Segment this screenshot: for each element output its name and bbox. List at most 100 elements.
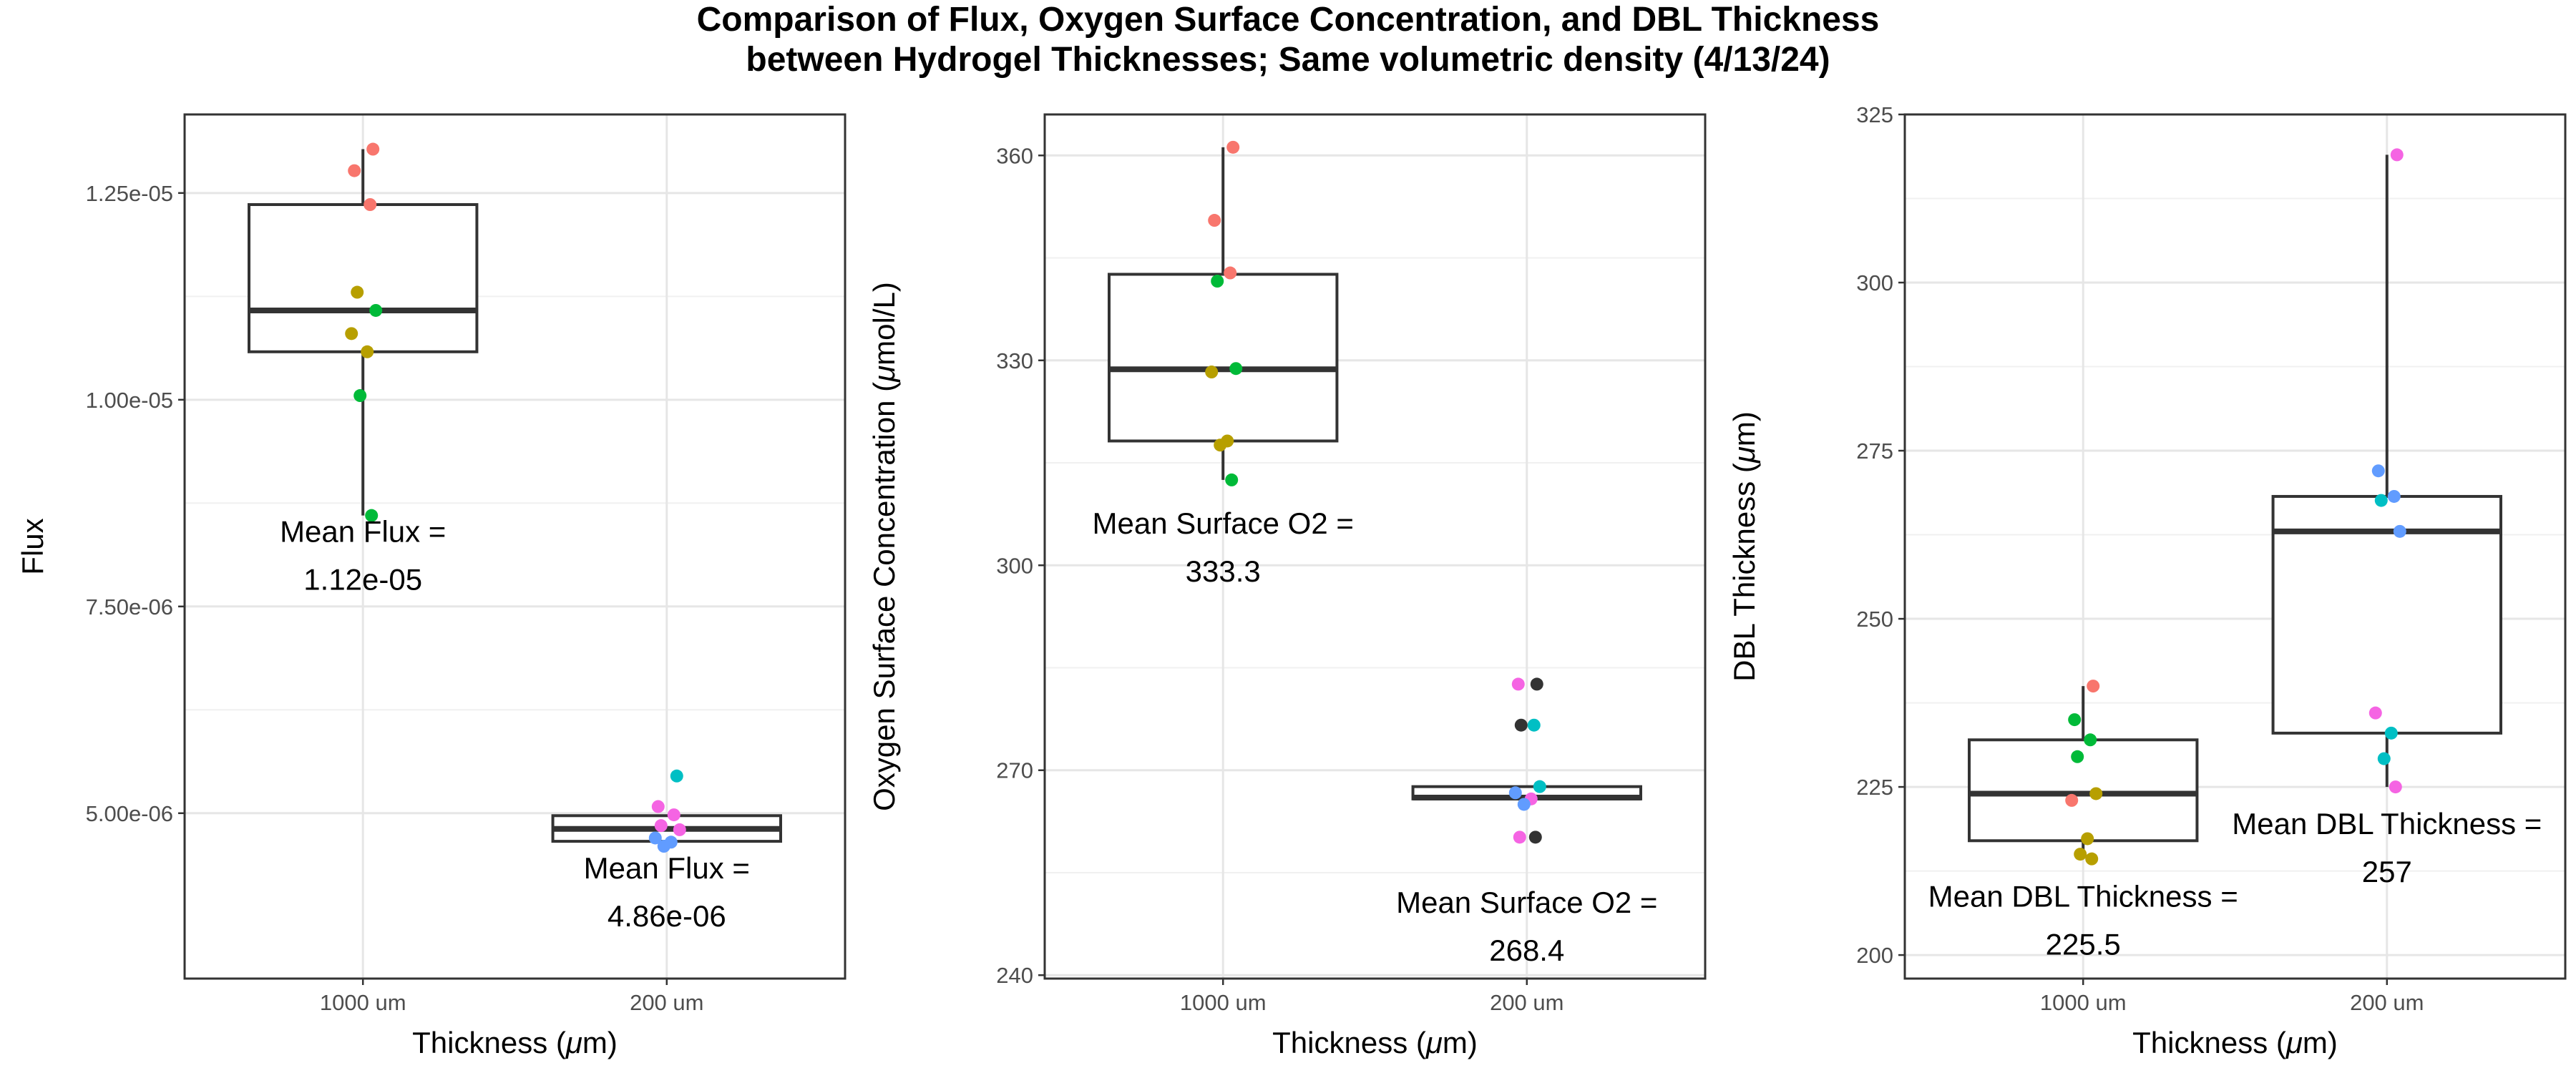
- data-point: [2387, 489, 2401, 503]
- y-tick-label: 1.00e-05: [86, 388, 173, 413]
- mean-annotation-value: 268.4: [1489, 934, 1564, 967]
- mean-annotation-value: 1.12e-05: [303, 563, 422, 597]
- y-tick-label: 7.50e-06: [86, 594, 173, 619]
- chart-title-line-2: between Hydrogel Thicknesses; Same volum…: [746, 41, 1830, 79]
- data-point: [351, 285, 364, 299]
- data-point: [2371, 464, 2385, 478]
- box-1000-um: [1107, 147, 1339, 480]
- chart-title-line-1: Comparison of Flux, Oxygen Surface Conce…: [696, 1, 1880, 39]
- y-axis-title: Oxygen Surface Concentration (μmol/L): [867, 282, 901, 811]
- data-point: [1214, 438, 1227, 452]
- data-point: [2068, 713, 2082, 727]
- y-tick-label: 360: [996, 143, 1033, 168]
- data-point: [1226, 140, 1240, 154]
- mean-annotation-label: Mean Flux =: [584, 851, 750, 885]
- mean-annotation-label: Mean DBL Thickness =: [2232, 807, 2542, 841]
- data-point: [1508, 786, 1522, 800]
- data-point: [1225, 473, 1239, 486]
- data-point: [651, 800, 665, 813]
- mean-annotation-label: Mean Surface O2 =: [1093, 506, 1354, 540]
- box-200-um: [2271, 155, 2503, 788]
- x-tick-label: 1000 um: [320, 990, 406, 1015]
- y-tick-label: 330: [996, 348, 1033, 373]
- y-tick-label: 200: [1856, 943, 1893, 968]
- data-point: [657, 840, 670, 853]
- y-tick-label: 270: [996, 758, 1033, 783]
- data-point: [2377, 752, 2391, 765]
- data-point: [1533, 780, 1546, 793]
- box-1000-um: [247, 149, 479, 516]
- panel-border: [183, 113, 847, 980]
- data-point: [654, 819, 668, 833]
- data-point: [2085, 852, 2099, 866]
- data-point: [1224, 266, 1237, 280]
- data-point: [2374, 494, 2388, 507]
- data-point: [1208, 214, 1221, 227]
- data-point: [1511, 677, 1525, 691]
- data-point: [1514, 718, 1528, 732]
- data-point: [364, 198, 377, 212]
- data-point: [348, 164, 361, 177]
- data-point: [2393, 524, 2406, 538]
- data-point: [1527, 718, 1541, 732]
- data-point: [1517, 798, 1531, 811]
- data-point: [2368, 706, 2382, 720]
- data-point: [345, 327, 358, 340]
- mean-annotation-value: 257: [2362, 855, 2412, 888]
- y-tick-label: 240: [996, 963, 1033, 988]
- data-point: [365, 509, 379, 522]
- data-point: [2074, 848, 2087, 861]
- x-tick-label: 200 um: [1490, 990, 1563, 1015]
- data-point: [2089, 787, 2103, 800]
- mean-annotation-label: Mean Surface O2 =: [1396, 886, 1657, 919]
- x-axis-title: Thickness (μm): [1272, 1026, 1478, 1059]
- y-axis-title: Flux: [16, 518, 49, 574]
- data-point: [1229, 362, 1243, 376]
- y-tick-label: 300: [996, 553, 1033, 578]
- data-point: [2087, 680, 2100, 693]
- data-point: [353, 389, 367, 403]
- mean-annotation-value: 4.86e-06: [608, 899, 726, 933]
- data-point: [670, 769, 683, 783]
- data-point: [369, 303, 383, 317]
- data-point: [1205, 366, 1219, 379]
- panel-border: [1043, 113, 1707, 980]
- x-axis-title: Thickness (μm): [412, 1026, 618, 1059]
- y-tick-label: 5.00e-06: [86, 801, 173, 826]
- plot-background: [1045, 114, 1705, 979]
- panel-1: 5.00e-06 7.50e-06 1.00e-05 1.25e-05 1000 um 2…: [16, 113, 847, 1059]
- data-point: [2389, 780, 2402, 794]
- x-tick-label: 1000 um: [2040, 990, 2127, 1015]
- data-point: [2065, 793, 2079, 807]
- mean-annotation-label: Mean Flux =: [280, 515, 446, 549]
- y-tick-label: 325: [1856, 102, 1893, 127]
- data-point: [2084, 733, 2097, 747]
- box-body: [1107, 273, 1339, 443]
- data-point: [1528, 831, 1542, 844]
- panel-2: 240 270 300 330 360 1000 um 200 um Mean Surface…: [867, 113, 1707, 1059]
- y-tick-label: 225: [1856, 775, 1893, 800]
- mean-annotation-value: 333.3: [1186, 554, 1261, 588]
- x-axis-title: Thickness (μm): [2132, 1026, 2338, 1059]
- data-point: [2384, 726, 2398, 740]
- data-point: [1530, 677, 1543, 691]
- data-point: [361, 345, 374, 358]
- data-point: [2390, 148, 2404, 162]
- x-tick-label: 1000 um: [1180, 990, 1267, 1015]
- y-tick-label: 300: [1856, 270, 1893, 295]
- y-tick-label: 250: [1856, 607, 1893, 632]
- x-tick-label: 200 um: [630, 990, 703, 1015]
- chart-title: Comparison of Flux, Oxygen Surface Conce…: [0, 0, 2576, 80]
- data-point: [648, 831, 662, 845]
- data-point: [673, 823, 686, 836]
- mean-annotation-label: Mean DBL Thickness =: [1928, 879, 2238, 913]
- data-point: [366, 142, 380, 156]
- mean-annotation-value: 225.5: [2046, 927, 2121, 961]
- data-point: [1211, 275, 1224, 288]
- data-point: [1513, 831, 1526, 844]
- box-body: [2271, 494, 2503, 735]
- data-point: [2071, 750, 2084, 763]
- y-tick-label: 1.25e-05: [86, 181, 173, 206]
